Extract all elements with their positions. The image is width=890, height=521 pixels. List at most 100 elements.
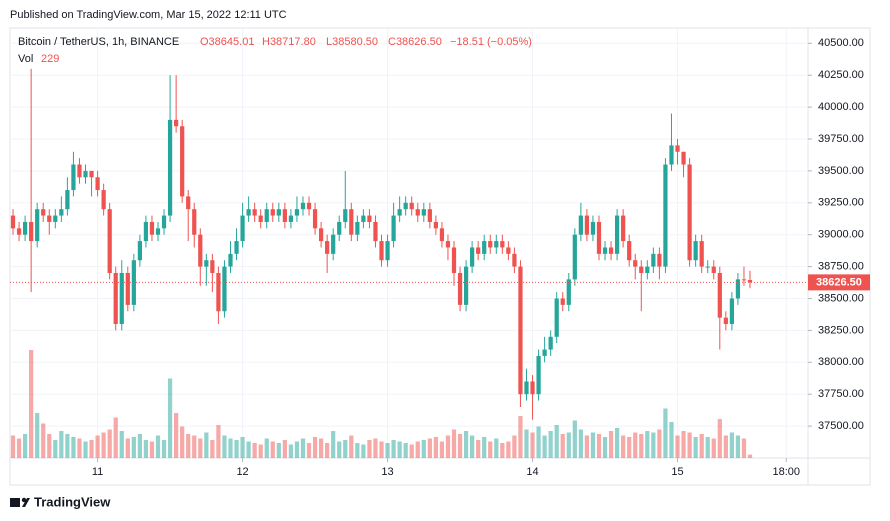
volume-bar (228, 438, 233, 458)
frame (9, 27, 871, 486)
candle-body (204, 260, 209, 267)
volume-bar (252, 443, 257, 458)
volume-bar (306, 443, 312, 458)
x-tick-label: 11 (92, 466, 103, 478)
volume-bar (421, 440, 426, 458)
volume-bar (403, 443, 408, 458)
candle-body (488, 241, 493, 248)
volume-bar (180, 426, 185, 458)
candle-body (572, 234, 577, 280)
x-tick-label: 12 (236, 466, 248, 478)
volume-bar (530, 432, 535, 458)
volume-bar (675, 435, 680, 458)
volume-bar (258, 444, 263, 458)
candle-body (735, 279, 741, 299)
volume-bar (705, 437, 710, 458)
y-tick-label: 37750.00 (818, 388, 864, 400)
volume-bar (101, 432, 106, 458)
brand-logo (10, 497, 30, 507)
candle-body (494, 241, 499, 248)
candle-body (590, 221, 596, 235)
candle-body (65, 190, 70, 210)
candle-body (645, 266, 650, 273)
volume-bar (445, 435, 451, 458)
candle-body (270, 209, 275, 216)
candle-body (174, 119, 179, 127)
volume-bar (482, 437, 487, 458)
volume-bar (542, 435, 547, 458)
candle-body (300, 202, 306, 210)
y-tick-label: 37500.00 (818, 420, 864, 432)
candle-body (596, 221, 602, 254)
volume-bar (723, 435, 728, 458)
candle-body (198, 234, 203, 267)
legend-change: −18.51 (−0.05%) (450, 36, 532, 48)
volume-bar (415, 441, 420, 458)
candle-body (439, 228, 445, 242)
candle-body (119, 272, 124, 325)
volume-bar (699, 434, 704, 458)
volume-bar (427, 438, 432, 458)
candle-body (524, 381, 529, 395)
candle-body (506, 247, 511, 254)
candle-body (343, 209, 348, 222)
candle-body (41, 209, 46, 216)
legend-open: O38645.01 (200, 36, 254, 48)
volume-bar (288, 444, 294, 458)
candle-body (482, 241, 487, 254)
candle-body (463, 266, 469, 305)
candle-body (113, 272, 118, 325)
volume-bar (198, 438, 203, 458)
candle-body (451, 247, 457, 273)
volume-bar (747, 454, 753, 458)
candle-body (264, 209, 269, 222)
candle-body (566, 279, 571, 305)
legend-volume: 229 (41, 53, 59, 65)
candle-body (729, 298, 734, 325)
candle-body (246, 209, 251, 216)
candle-body (325, 241, 330, 254)
volume-bar (735, 435, 741, 458)
volume-bar (566, 432, 571, 458)
volume-bar (669, 422, 674, 458)
candle-body (167, 119, 173, 216)
candle-body (361, 215, 366, 222)
volume-bar (331, 431, 336, 458)
volume-bar (204, 432, 209, 458)
volume-bar (645, 431, 650, 458)
legend-low: L38580.50 (326, 36, 378, 48)
candle-body (421, 209, 426, 216)
candle-body (741, 279, 747, 281)
volume-bar (119, 431, 124, 458)
volume-bar (687, 432, 692, 458)
candle-body (180, 126, 185, 197)
candle-body (687, 164, 692, 261)
candle-body (35, 209, 40, 242)
candle-body (367, 215, 372, 222)
volume-bar (47, 434, 52, 458)
volume-bar (216, 425, 221, 458)
y-tick-label: 38000.00 (818, 356, 864, 368)
volume-bar (391, 440, 396, 458)
candle-body (397, 209, 402, 216)
volume-bar (240, 437, 245, 458)
candle-body (294, 209, 300, 216)
candle-body (282, 209, 287, 222)
volume-bar (663, 408, 668, 458)
volume-bar (282, 440, 287, 458)
candle-body (542, 349, 547, 356)
candle-body (137, 241, 142, 261)
volume-bar (83, 441, 88, 458)
brand: TradingView (34, 494, 111, 509)
volume-bar (53, 440, 58, 458)
volume-bar (343, 440, 348, 458)
volume-bar (210, 440, 215, 458)
candle-body (693, 241, 698, 261)
volume-bar (192, 435, 197, 458)
candle-body (16, 228, 22, 235)
volume-bar (536, 426, 541, 458)
volume-bar (397, 441, 402, 458)
candle-body (192, 209, 197, 235)
candle-body (149, 221, 155, 235)
volume-bar (246, 441, 251, 458)
